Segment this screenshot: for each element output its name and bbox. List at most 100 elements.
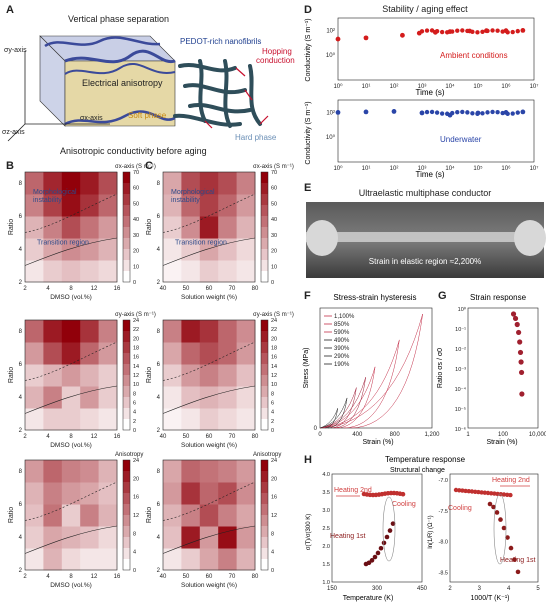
g-data-point bbox=[517, 339, 523, 345]
heatmap-cell bbox=[61, 504, 81, 527]
x-axis-label: DMSO (vol.%) bbox=[50, 442, 92, 449]
heatmap-cell bbox=[199, 216, 219, 239]
d-x-tick: 10³ bbox=[418, 166, 427, 172]
d-data-point bbox=[485, 110, 490, 115]
heatmap-cell bbox=[61, 460, 81, 483]
colorbar-segment bbox=[261, 504, 268, 516]
y-axis-label: Ratio bbox=[146, 367, 153, 383]
heatmap-cell bbox=[98, 320, 118, 343]
contour-dashed bbox=[162, 193, 256, 233]
h-right-point-heating2 bbox=[485, 490, 491, 496]
contour-solid bbox=[162, 237, 256, 266]
h-right-point-heating1 bbox=[498, 517, 503, 522]
x-tick-label: 60 bbox=[206, 434, 213, 440]
colorbar-tick: 8 bbox=[271, 531, 274, 537]
heatmap-cell bbox=[218, 526, 238, 549]
colorbar-segment bbox=[123, 320, 130, 332]
contour-dashed bbox=[162, 481, 256, 521]
heatmap-cell bbox=[25, 548, 44, 571]
d-frame bbox=[337, 99, 535, 163]
h-left-point-heating1 bbox=[372, 554, 378, 560]
h-right-point-heating1 bbox=[487, 501, 493, 507]
colorbar-tick: 4 bbox=[133, 410, 136, 416]
colorbar-segment bbox=[123, 482, 130, 494]
colorbar-tick: 16 bbox=[271, 355, 277, 361]
contour-solid bbox=[24, 525, 118, 554]
heatmap-cell bbox=[181, 364, 201, 387]
d-data-point bbox=[500, 29, 505, 34]
d-x-tick: 10⁵ bbox=[473, 83, 483, 90]
d-data-point bbox=[455, 28, 460, 33]
h-right-transition-ellipse bbox=[493, 493, 507, 565]
f-legend-label: 190% bbox=[334, 362, 350, 368]
colorbar-segment bbox=[261, 460, 268, 472]
y-tick-label: 8 bbox=[19, 329, 23, 335]
colorbar-segment bbox=[261, 548, 268, 560]
f-legend-label: 590% bbox=[334, 330, 350, 336]
d-data-point bbox=[510, 111, 515, 116]
vertical-phase-label: Vertical phase separation bbox=[68, 14, 169, 24]
h-left-ylabel: σ(T)/σ(300 K) bbox=[306, 514, 312, 550]
f-title: Stress-strain hysteresis bbox=[333, 293, 416, 302]
g-title: Strain response bbox=[470, 293, 527, 302]
x-tick-label: 70 bbox=[229, 574, 236, 580]
x-tick-label: 60 bbox=[206, 286, 213, 292]
panel-e-title: Ultraelastic multiphase conductor bbox=[359, 188, 492, 198]
x-tick-label: 4 bbox=[46, 434, 50, 440]
g-x-tick: 10,000 bbox=[529, 432, 546, 438]
contour-solid bbox=[24, 385, 118, 414]
colorbar-segment bbox=[261, 320, 268, 332]
heatmap-cell bbox=[43, 172, 63, 195]
colorbar-frame bbox=[122, 171, 131, 283]
heatmap-cell bbox=[236, 386, 256, 409]
x-tick-label: 70 bbox=[229, 434, 236, 440]
h-right-point-heating1 bbox=[512, 557, 517, 562]
h-heating1-right: Heating 1st bbox=[500, 557, 535, 564]
y-tick-label: 2 bbox=[157, 280, 161, 286]
h-right-point-heating2 bbox=[501, 492, 507, 497]
d-data-point bbox=[520, 109, 526, 115]
d-x-tick: 10⁰ bbox=[333, 165, 343, 172]
h-left-point-heating1 bbox=[381, 540, 387, 546]
f-x-tick: 1,200 bbox=[424, 432, 440, 438]
f-x-tick: 0 bbox=[318, 432, 322, 438]
heatmap-cell bbox=[181, 320, 201, 343]
panel-d-chart: Stability / aging effect Time (s) Time (… bbox=[305, 4, 538, 179]
heatmap-cell bbox=[98, 482, 118, 505]
heatmap-cell bbox=[163, 460, 182, 483]
colorbar-segment bbox=[123, 227, 130, 239]
panel-h-chart: Temperature response Structural change σ… bbox=[306, 455, 540, 602]
f-hysteresis-loop bbox=[319, 387, 357, 429]
heatmap-cell bbox=[218, 408, 238, 431]
heatmap-cell bbox=[181, 194, 201, 217]
colorbar-segment bbox=[261, 408, 268, 420]
d-x-tick: 10² bbox=[390, 166, 399, 172]
heatmap-cell bbox=[218, 548, 238, 571]
h-left-y-tick: 2.0 bbox=[322, 544, 330, 550]
contour-dashed bbox=[162, 341, 256, 381]
colorbar-segment bbox=[123, 559, 130, 571]
panel-f-chart: Stress-strain hysteresis Stress (MPa) St… bbox=[303, 293, 440, 446]
d-top-xlabel: Time (s) bbox=[415, 88, 444, 97]
h-structural-change: Structural change bbox=[390, 467, 445, 474]
heatmap-frame bbox=[24, 319, 118, 431]
heatmap-cell bbox=[43, 408, 63, 431]
heatmap-cell bbox=[25, 408, 44, 431]
heatmap-cell bbox=[80, 320, 100, 343]
colorbar-segment bbox=[261, 216, 268, 228]
heatmap-cell bbox=[80, 260, 100, 283]
heatmap-cell bbox=[236, 238, 256, 261]
g-data-point bbox=[516, 329, 522, 336]
x-tick-label: 4 bbox=[46, 574, 50, 580]
panel-a-illustration: Vertical phase separation PEDOT-rich nan… bbox=[2, 14, 295, 156]
heatmap-cell bbox=[236, 364, 256, 387]
heatmap-cell bbox=[236, 526, 256, 549]
heatmap-cell bbox=[98, 364, 118, 387]
d-data-point bbox=[515, 28, 520, 34]
f-hysteresis-loop bbox=[319, 408, 338, 429]
heatmap-cell bbox=[80, 386, 100, 409]
heatmap-cell bbox=[43, 216, 63, 239]
h-right-point-heating1 bbox=[491, 504, 496, 510]
